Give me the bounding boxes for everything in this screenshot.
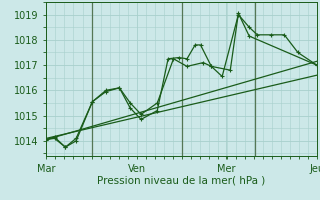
X-axis label: Pression niveau de la mer( hPa ): Pression niveau de la mer( hPa ) — [98, 175, 266, 185]
